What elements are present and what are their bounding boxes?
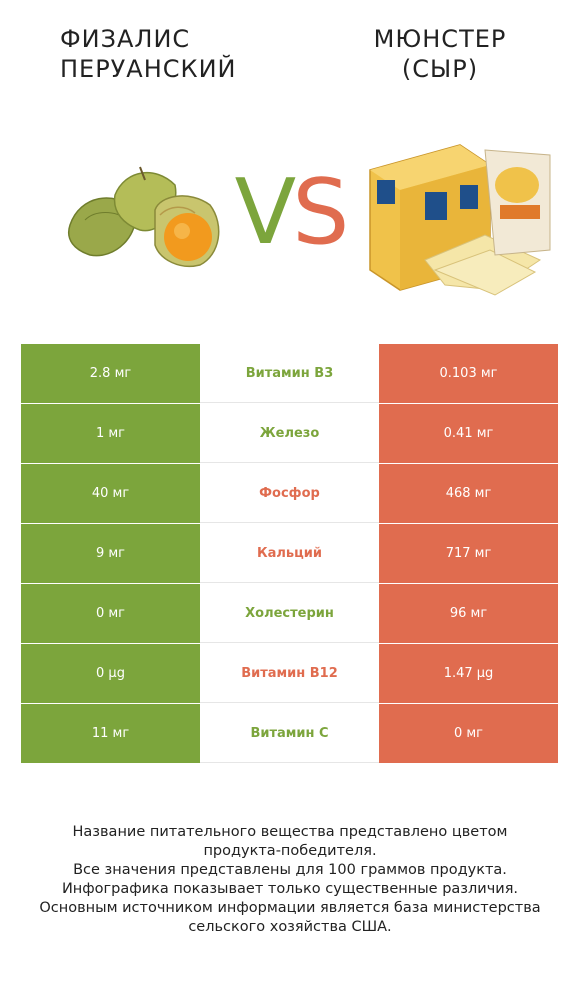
table-row: 1 мг Железо 0.41 мг <box>21 404 558 463</box>
footnote: Название питательного вещества представл… <box>20 823 560 937</box>
left-value: 1 мг <box>21 404 200 463</box>
nutrient-name: Железо <box>200 404 379 463</box>
nutrient-name: Витамин B12 <box>200 644 379 703</box>
left-value: 2.8 мг <box>21 344 200 403</box>
right-title-line-1: Мюнстер <box>373 25 507 53</box>
footnote-line-2: продукта-победителя. <box>203 843 377 859</box>
right-value: 1.47 µg <box>379 644 558 703</box>
nutrient-name: Витамин B3 <box>200 344 379 403</box>
left-title-line-2: перуанский <box>60 55 237 83</box>
right-value: 0.103 мг <box>379 344 558 403</box>
right-value: 96 мг <box>379 584 558 643</box>
right-value: 0 мг <box>379 704 558 763</box>
muenster-cheese-image <box>369 144 551 296</box>
table-row: 0 µg Витамин B12 1.47 µg <box>21 644 558 703</box>
nutrient-name: Фосфор <box>200 464 379 523</box>
footnote-line-4: Инфографика показывает только существенн… <box>61 881 519 897</box>
nutrient-name: Витамин C <box>200 704 379 763</box>
footnote-line-6: сельского хозяйства США. <box>188 919 392 935</box>
table-row: 9 мг Кальций 717 мг <box>21 524 558 583</box>
left-value: 9 мг <box>21 524 200 583</box>
vs-v-letter: V <box>234 160 297 265</box>
vs-label: VS <box>222 163 358 263</box>
physalis-fruit-image <box>68 166 220 267</box>
left-value: 40 мг <box>21 464 200 523</box>
left-title-line-1: Физалис <box>60 25 191 53</box>
right-value: 468 мг <box>379 464 558 523</box>
vs-s-letter: S <box>292 160 349 265</box>
right-value: 717 мг <box>379 524 558 583</box>
nutrient-name: Кальций <box>200 524 379 583</box>
right-value: 0.41 мг <box>379 404 558 463</box>
right-title-line-2: (сыр) <box>401 55 479 83</box>
footnote-line-1: Название питательного вещества представл… <box>72 824 508 840</box>
left-value: 0 µg <box>21 644 200 703</box>
table-row: 0 мг Холестерин 96 мг <box>21 584 558 643</box>
left-product-title: Физалис перуанский <box>60 24 240 84</box>
nutrient-name: Холестерин <box>200 584 379 643</box>
footnote-line-3: Все значения представлены для 100 граммо… <box>73 862 507 878</box>
nutrient-comparison-table: 2.8 мг Витамин B3 0.103 мг 1 мг Железо 0.41 м… <box>21 344 558 764</box>
table-row: 40 мг Фосфор 468 мг <box>21 464 558 523</box>
left-value: 11 мг <box>21 704 200 763</box>
table-row: 2.8 мг Витамин B3 0.103 мг <box>21 344 558 403</box>
right-product-title: Мюнстер (сыр) <box>360 24 520 84</box>
footnote-line-5: Основным источником информации является … <box>39 900 541 916</box>
left-value: 0 мг <box>21 584 200 643</box>
